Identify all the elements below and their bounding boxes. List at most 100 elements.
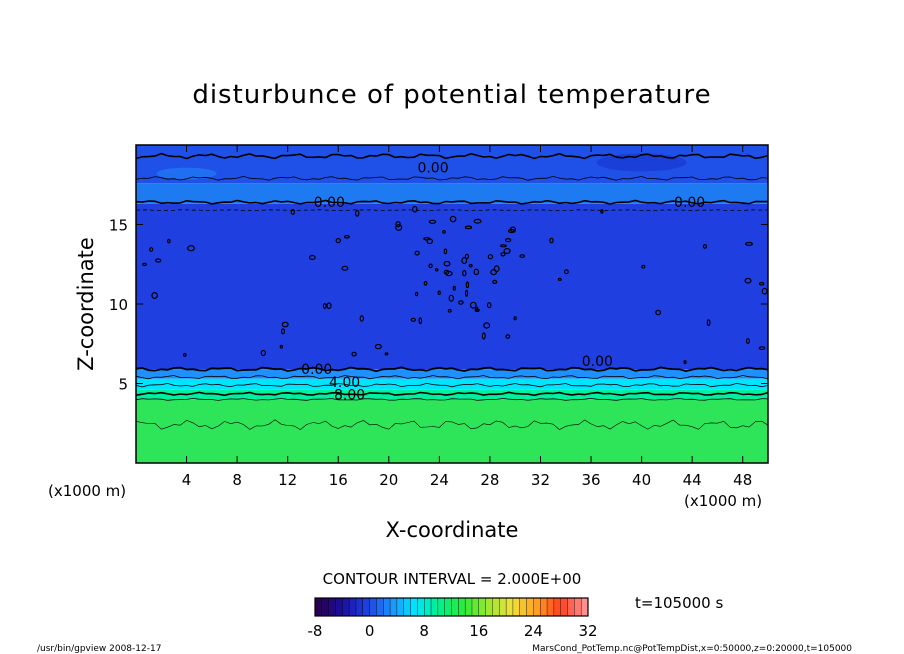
contour-blob xyxy=(449,215,457,223)
contour-blob xyxy=(260,349,266,357)
colorbar-cell xyxy=(546,597,555,617)
contour-blob xyxy=(468,264,473,268)
colorbar-cell xyxy=(560,597,569,617)
contour-blob xyxy=(167,238,171,244)
x-tick-label: 32 xyxy=(531,471,550,489)
colorbar-cell xyxy=(321,597,330,617)
contour-blob xyxy=(513,316,517,321)
contour-blob xyxy=(374,343,382,350)
contour-blob xyxy=(343,235,350,239)
colorbar-cell xyxy=(580,597,589,617)
field-patch xyxy=(156,167,217,180)
colorbar-cell xyxy=(437,597,446,617)
contour-blob xyxy=(149,247,154,252)
contour-line xyxy=(136,419,768,430)
contour-label: 0.00 xyxy=(674,195,705,211)
contour-blob xyxy=(519,254,526,258)
contour-blob xyxy=(465,289,469,297)
colorbar-cell xyxy=(348,597,357,617)
contour-blob xyxy=(473,268,480,276)
contour-blob xyxy=(335,237,341,244)
contour-blob xyxy=(384,352,389,356)
colorbar-cell xyxy=(362,597,371,617)
contour-interval-text: CONTOUR INTERVAL = 2.000E+00 xyxy=(323,570,582,588)
contour-blob xyxy=(462,270,467,277)
contour-blob xyxy=(351,351,357,357)
contour-blob xyxy=(745,338,750,344)
contour-blob xyxy=(503,248,511,255)
contour-blob xyxy=(490,269,498,276)
contour-blob xyxy=(151,292,158,300)
contour-blob xyxy=(549,237,554,244)
colorbar-ticks: -8 0 8 16 24 32 xyxy=(308,622,598,640)
colorbar-cell xyxy=(389,597,398,617)
contour-blob xyxy=(434,268,439,272)
contour-line xyxy=(136,152,768,160)
colorbar-cell xyxy=(471,597,480,617)
contour-line xyxy=(136,374,768,380)
contour-blob xyxy=(744,241,753,246)
field-band xyxy=(136,369,768,379)
footer-right: MarsCond_PotTemp.nc@PotTempDist,x=0:5000… xyxy=(532,644,852,654)
colorbar-tick-label: 24 xyxy=(524,622,543,640)
contour-blob xyxy=(395,221,401,228)
x-unit-label-left: (x1000 m) xyxy=(48,482,126,500)
colorbar-cell xyxy=(424,597,432,617)
x-tick-label: 20 xyxy=(379,471,398,489)
contour-blob xyxy=(474,306,479,311)
contour-blob xyxy=(458,300,464,305)
contour-blob xyxy=(469,301,477,309)
contour-blob xyxy=(428,263,433,269)
contour-blob xyxy=(557,277,562,281)
colorbar-tick-label: 16 xyxy=(469,622,488,640)
colorbar-cell xyxy=(451,597,459,617)
colorbar-cell xyxy=(417,597,425,617)
contour-blob xyxy=(443,248,448,255)
colorbar-frame xyxy=(314,597,589,617)
contour-blob xyxy=(442,229,446,234)
contour-blob xyxy=(290,208,295,215)
contour-blob xyxy=(437,290,441,296)
z-tick-label: 10 xyxy=(109,296,128,314)
colorbar-cell xyxy=(410,597,418,617)
contour-line xyxy=(136,209,768,212)
contour-blob xyxy=(465,281,470,289)
contour-blob xyxy=(483,322,491,329)
z-tick-label: 15 xyxy=(109,217,128,235)
colorbar-cell xyxy=(444,597,453,617)
contour-line xyxy=(136,382,768,388)
contour-blob xyxy=(279,344,283,349)
chart-title: disturbunce of potential temperature xyxy=(192,80,711,110)
colorbar-cell xyxy=(342,597,350,617)
contour-blob xyxy=(702,243,708,249)
colorbar-cell xyxy=(505,597,514,617)
contour-label: 0.00 xyxy=(582,354,613,370)
x-tick-label: 36 xyxy=(581,471,600,489)
x-axis-label: X-coordinate xyxy=(386,518,519,542)
contour-line xyxy=(136,175,768,181)
colorbar-cell xyxy=(396,597,405,617)
contour-blob xyxy=(322,303,327,310)
colorbar-cell xyxy=(464,597,473,617)
contour-blob xyxy=(500,252,506,257)
x-tick-label: 4 xyxy=(182,471,192,489)
x-ticks: 4 8 12 16 20 24 28 32 36 40 44 48 xyxy=(182,145,752,489)
contour-blob xyxy=(410,317,416,322)
contour-blob xyxy=(281,328,286,335)
colorbar-tick-label: 0 xyxy=(365,622,375,640)
x-unit-label-right: (x1000 m) xyxy=(684,492,762,510)
contour-blob xyxy=(447,308,452,313)
contour-blob xyxy=(655,309,661,316)
contour-line xyxy=(136,366,768,373)
contour-label: 0.00 xyxy=(314,195,345,211)
contour-blob xyxy=(355,209,360,217)
contour-label: 0.00 xyxy=(417,160,448,176)
z-axis-label: Z-coordinate xyxy=(74,237,98,371)
x-tick-label: 28 xyxy=(480,471,499,489)
footer-left: /usr/bin/gpview 2008-12-17 xyxy=(37,644,161,654)
colorbar-cell xyxy=(383,597,391,617)
colorbar-tick-label: 8 xyxy=(419,622,429,640)
contour-blob xyxy=(326,302,332,310)
field-layer xyxy=(136,145,768,463)
